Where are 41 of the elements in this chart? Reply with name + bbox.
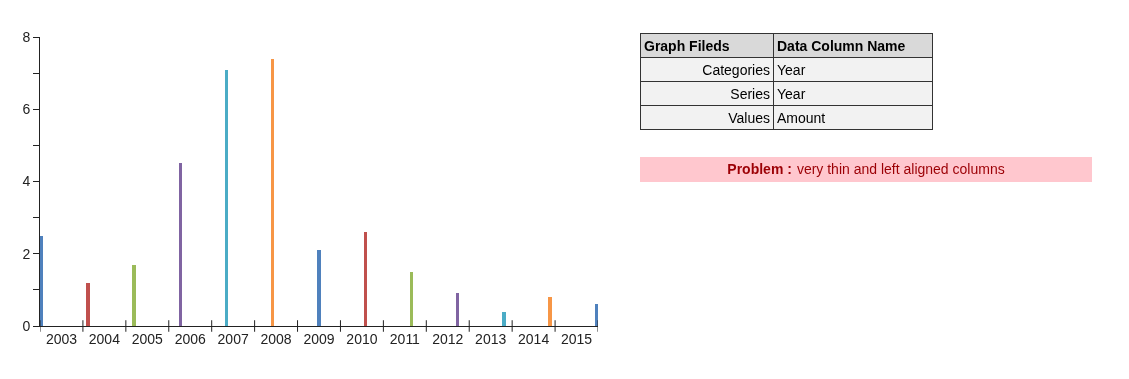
x-tick-label: 2008 — [260, 330, 292, 347]
text: Values — [640, 105, 774, 130]
y-tick-label: 8 — [22, 28, 31, 45]
y-tick-label: 0 — [22, 317, 31, 334]
bar — [410, 272, 413, 326]
x-tick-label: 2013 — [475, 330, 507, 347]
text: very thin and left aligned columns — [796, 161, 1005, 177]
bar — [548, 297, 552, 326]
text: Data Column Name — [773, 33, 933, 58]
bar — [317, 250, 321, 326]
text: Series — [640, 81, 774, 106]
x-tick-label: 2014 — [518, 330, 550, 347]
x-tick-label: 2004 — [88, 330, 121, 347]
bar — [502, 312, 506, 326]
x-tick-label: 2015 — [560, 330, 593, 347]
x-tick-label: 2006 — [174, 330, 207, 347]
y-tick-label: 2 — [22, 245, 31, 262]
x-tick-label: 2005 — [131, 330, 164, 347]
text: Year — [773, 57, 933, 82]
x-tick-label: 2003 — [45, 330, 78, 347]
bar — [225, 70, 228, 326]
text: Graph Fileds — [640, 33, 774, 58]
bar — [179, 163, 182, 326]
bar — [364, 232, 367, 326]
text: Year — [773, 81, 933, 106]
x-tick-label: 2012 — [432, 330, 464, 347]
x-tick-label: 2009 — [303, 330, 335, 347]
text: Amount — [773, 105, 933, 130]
bar — [456, 293, 459, 326]
text: Problem : — [727, 161, 792, 177]
x-tick-label: 2010 — [346, 330, 378, 347]
x-tick-label: 2007 — [217, 330, 249, 347]
y-tick-label: 6 — [22, 101, 31, 118]
bar — [40, 236, 43, 326]
bar — [86, 283, 90, 326]
bar — [132, 265, 136, 326]
text: Categories — [640, 57, 774, 82]
bar — [271, 59, 274, 326]
x-tick-label: 2011 — [389, 330, 421, 347]
y-tick-label: 4 — [22, 173, 31, 190]
bar — [595, 304, 598, 326]
